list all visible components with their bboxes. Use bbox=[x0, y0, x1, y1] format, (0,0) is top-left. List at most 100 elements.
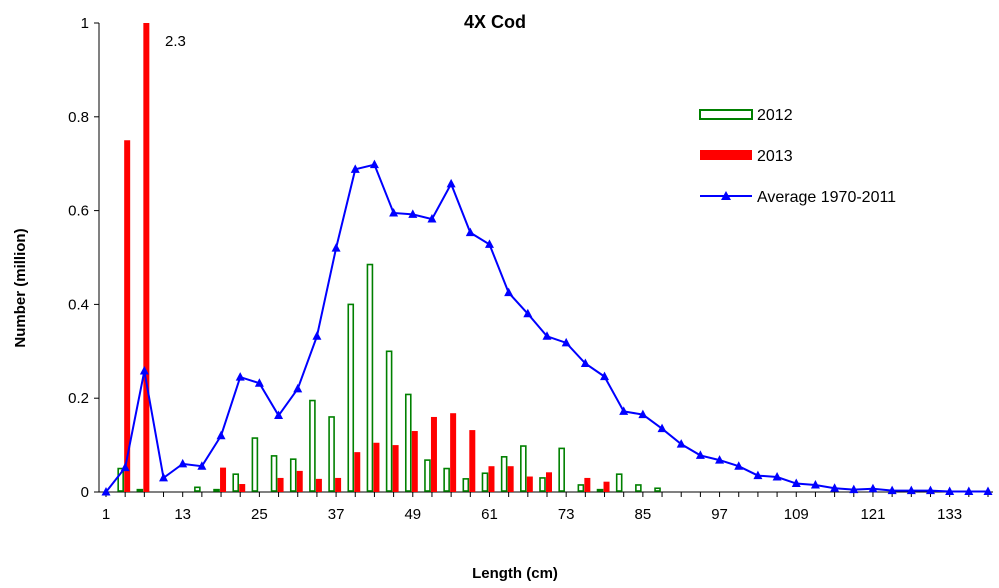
x-axis: 1 13 25 37 49 61 73 85 97 109 121 133 bbox=[99, 491, 993, 523]
average-point bbox=[830, 483, 840, 492]
bar-2013 bbox=[603, 481, 610, 492]
average-point bbox=[101, 487, 111, 496]
legend: 2012 2013 Average 1970-2011 bbox=[699, 107, 896, 206]
bar-2013 bbox=[277, 477, 284, 492]
bar-2013 bbox=[450, 413, 457, 492]
bar-2013 bbox=[143, 23, 150, 492]
bar-2012 bbox=[404, 393, 412, 492]
x-tick-label: 61 bbox=[481, 506, 498, 523]
bar-2012 bbox=[443, 467, 450, 492]
bar-2012 bbox=[520, 445, 527, 492]
legend-marker-average bbox=[721, 191, 731, 200]
bar-2013 bbox=[335, 477, 342, 492]
bar-2013 bbox=[469, 430, 476, 492]
average-point bbox=[945, 486, 955, 496]
bar-2012 bbox=[289, 458, 297, 492]
bar-2013 bbox=[315, 478, 322, 492]
average-point bbox=[139, 365, 149, 375]
legend-item-2012: 2012 bbox=[699, 107, 793, 124]
bar-2012 bbox=[136, 488, 144, 492]
average-point bbox=[868, 483, 878, 493]
x-tick-label: 1 bbox=[102, 506, 110, 523]
x-tick-label: 121 bbox=[860, 506, 885, 523]
average-point bbox=[369, 159, 379, 169]
x-tick-label: 133 bbox=[937, 506, 962, 523]
series-average-line bbox=[101, 159, 993, 496]
y-tick-label: 0.2 bbox=[68, 390, 89, 407]
bar-2012 bbox=[347, 303, 355, 492]
average-point bbox=[580, 358, 590, 367]
bar-2013 bbox=[296, 470, 303, 492]
bar-2012 bbox=[558, 447, 565, 492]
x-axis-title: Length (cm) bbox=[472, 565, 558, 582]
average-point bbox=[178, 458, 188, 468]
average-point bbox=[408, 209, 418, 218]
bar-2012 bbox=[539, 477, 546, 492]
average-point bbox=[619, 406, 629, 415]
bar-2012 bbox=[232, 473, 240, 492]
x-tick-label: 97 bbox=[711, 506, 728, 523]
bar-2013 bbox=[584, 477, 591, 492]
bar-2012 bbox=[213, 488, 220, 492]
bar-2012 bbox=[577, 484, 585, 492]
y-ticks: 0 0.2 0.4 0.6 0.8 1 bbox=[68, 15, 99, 501]
average-point bbox=[542, 331, 552, 340]
bar-2013 bbox=[488, 466, 495, 492]
bar-2013 bbox=[411, 431, 418, 492]
legend-item-2013: 2013 bbox=[700, 148, 793, 165]
bar-2013 bbox=[373, 442, 380, 492]
x-tick-label: 109 bbox=[784, 506, 809, 523]
series-2013-bars bbox=[124, 23, 610, 492]
average-point bbox=[523, 308, 533, 318]
y-tick-label: 1 bbox=[81, 15, 89, 32]
average-point bbox=[695, 450, 705, 459]
average-point bbox=[734, 461, 744, 470]
bar-2012 bbox=[251, 437, 259, 492]
average-point bbox=[906, 485, 916, 495]
legend-swatch-2012 bbox=[699, 109, 753, 120]
bar-2013 bbox=[124, 140, 131, 492]
bar-2012 bbox=[424, 459, 431, 492]
series-2012-bars bbox=[117, 263, 661, 492]
bar-2013 bbox=[430, 416, 437, 492]
x-tick-label: 37 bbox=[328, 506, 345, 523]
average-point bbox=[274, 410, 284, 420]
average-point bbox=[312, 331, 322, 340]
chart-title: 4X Cod bbox=[464, 12, 526, 32]
bar-2012 bbox=[615, 473, 623, 492]
average-point bbox=[791, 478, 801, 488]
average-line-path bbox=[105, 163, 988, 493]
average-point bbox=[484, 239, 494, 248]
average-point bbox=[676, 439, 686, 448]
average-point bbox=[254, 378, 264, 387]
legend-label-2013: 2013 bbox=[757, 148, 793, 165]
legend-swatch-2013 bbox=[700, 150, 752, 160]
y-tick-label: 0.6 bbox=[68, 203, 89, 220]
bar-2013 bbox=[546, 472, 552, 492]
bar-2012 bbox=[481, 472, 489, 492]
average-point bbox=[159, 472, 169, 482]
average-point bbox=[331, 243, 341, 252]
bar-2012 bbox=[194, 486, 201, 492]
bar-2012 bbox=[635, 484, 642, 492]
average-point bbox=[849, 484, 859, 494]
average-point bbox=[657, 423, 667, 433]
average-point bbox=[925, 485, 935, 495]
x-tick-label: 13 bbox=[174, 506, 191, 523]
average-point bbox=[235, 372, 245, 381]
x-tick-label: 25 bbox=[251, 506, 268, 523]
bar-2012 bbox=[328, 416, 335, 492]
x-tick-label: 49 bbox=[404, 506, 421, 523]
average-point bbox=[293, 383, 303, 393]
average-point bbox=[389, 207, 399, 217]
average-point bbox=[715, 455, 725, 464]
average-point bbox=[638, 409, 648, 419]
average-point bbox=[427, 214, 437, 223]
bar-2012 bbox=[654, 487, 661, 492]
bar-2013 bbox=[239, 484, 246, 492]
average-point bbox=[983, 486, 993, 496]
average-point bbox=[465, 227, 475, 237]
average-point bbox=[350, 164, 360, 173]
bar-2013 bbox=[526, 476, 533, 492]
